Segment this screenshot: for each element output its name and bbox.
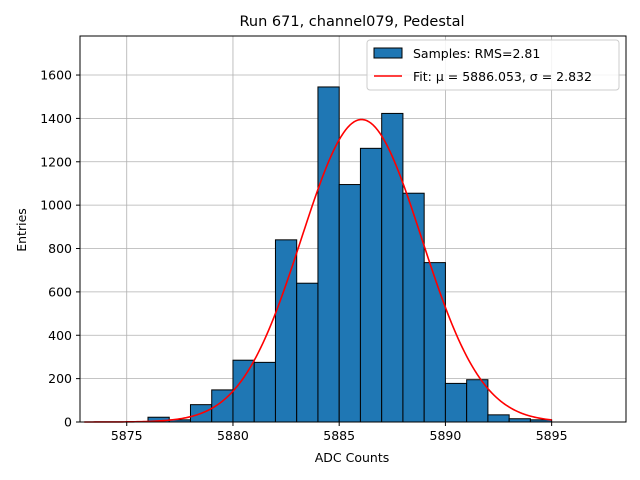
x-tick-label: 5875 <box>111 428 143 443</box>
y-axis-ticks: 0 200 400 600 800 1000 1200 1400 1600 <box>40 68 80 430</box>
plot-frame <box>79 35 627 423</box>
x-tick-label: 5890 <box>430 428 462 443</box>
histogram-bar <box>274 239 298 423</box>
chart-title: Run 671, channel079, Pedestal <box>239 14 464 30</box>
histogram-bar <box>317 86 340 423</box>
y-tick-label: 1400 <box>40 111 72 126</box>
y-tick-label: 1600 <box>40 68 72 83</box>
x-tick-label: 5885 <box>323 428 355 443</box>
x-axis-label: ADC Counts <box>315 450 390 465</box>
x-tick-label: 5880 <box>217 428 249 443</box>
y-tick-label: 600 <box>48 284 72 299</box>
histogram-bar <box>338 184 361 423</box>
histogram-bar <box>423 262 446 423</box>
histogram-bar <box>487 414 510 423</box>
histogram-bar <box>444 382 468 423</box>
y-axis-label: Entries <box>14 208 29 252</box>
histogram-bar <box>296 282 319 423</box>
legend-samples-label: Samples: RMS=2.81 <box>413 46 540 61</box>
y-tick-label: 0 <box>64 415 72 430</box>
legend-fit-label: Fit: μ = 5886.053, σ = 2.832 <box>413 69 592 84</box>
histogram-bar <box>402 192 425 423</box>
histogram-bar <box>466 379 489 423</box>
histogram-bar <box>253 361 276 423</box>
legend: Samples: RMS=2.81 Fit: μ = 5886.053, σ =… <box>366 39 620 91</box>
y-tick-label: 800 <box>48 241 72 256</box>
legend-samples-swatch <box>373 47 403 59</box>
legend-box <box>366 39 620 91</box>
histogram-bar <box>232 359 255 423</box>
y-tick-label: 1200 <box>40 154 72 169</box>
histogram-bars <box>147 86 553 423</box>
histogram-bar <box>381 112 404 423</box>
x-axis-ticks: 5875 5880 5885 5890 5895 <box>111 422 568 443</box>
x-tick-label: 5895 <box>536 428 568 443</box>
y-tick-label: 200 <box>48 371 72 386</box>
y-tick-label: 400 <box>48 328 72 343</box>
y-tick-label: 1000 <box>40 198 72 213</box>
fit-curve <box>84 118 552 423</box>
histogram-bar <box>359 147 383 423</box>
